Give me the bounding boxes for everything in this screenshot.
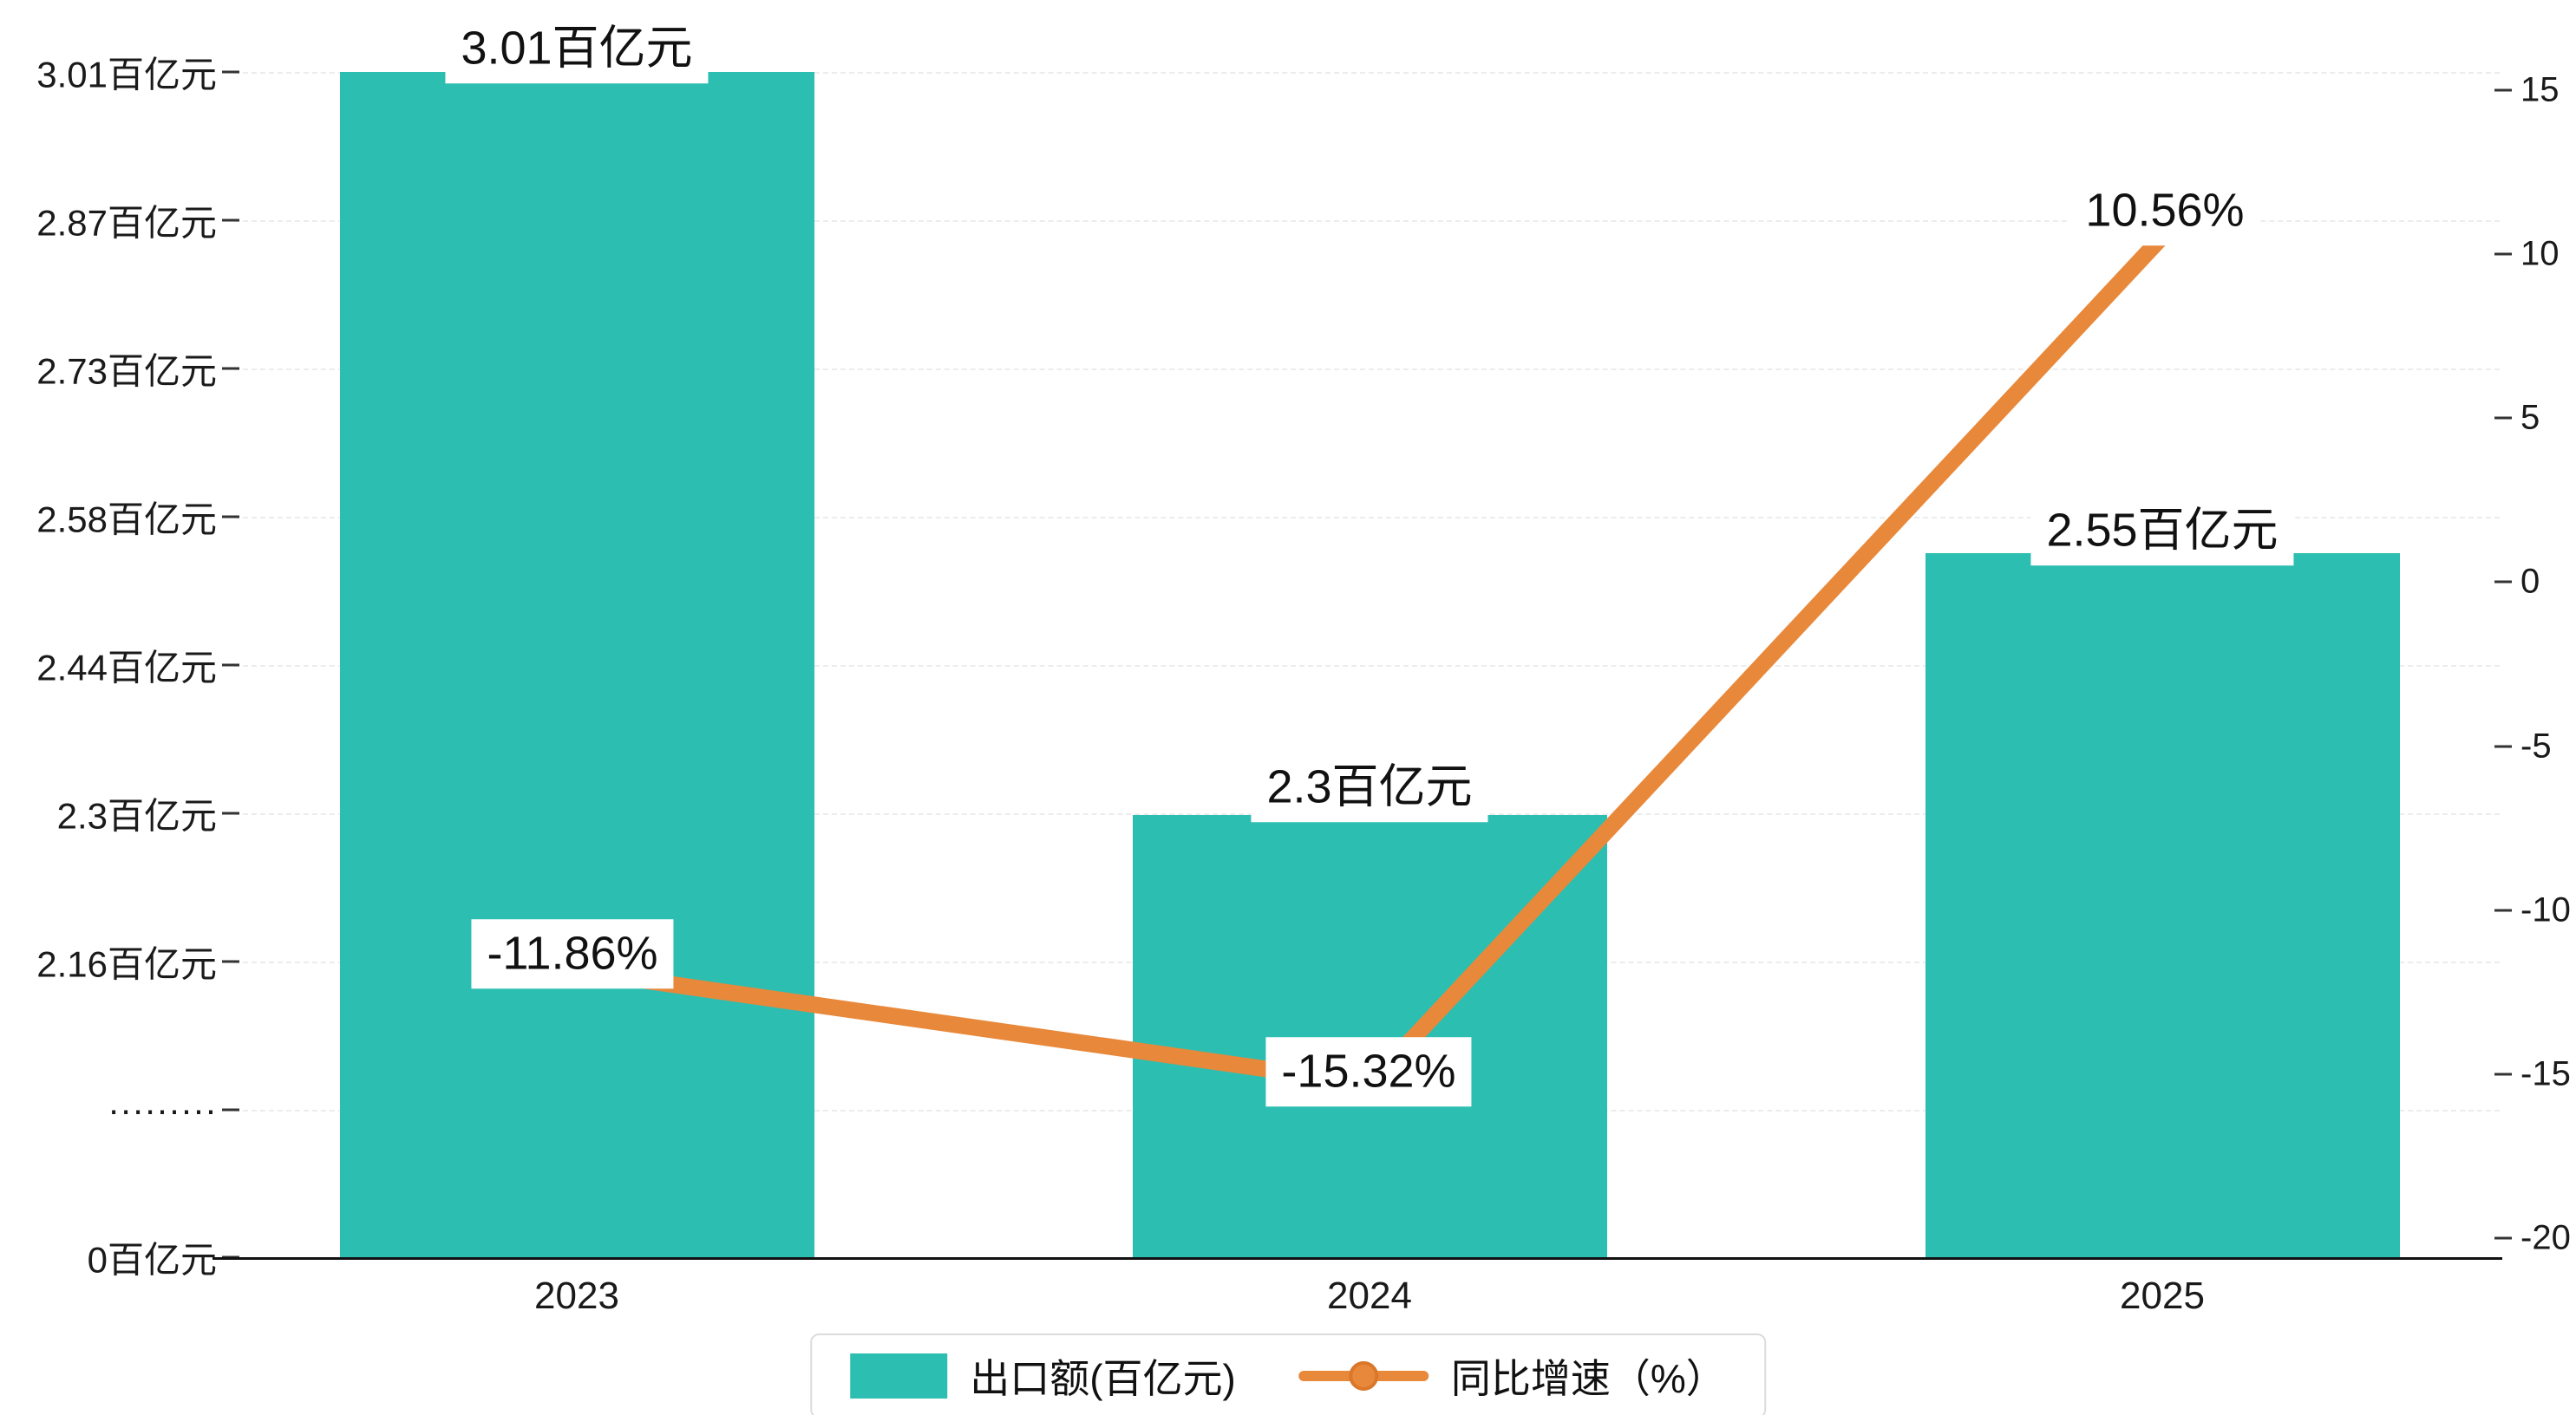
left-axis-tick-mark <box>222 515 239 518</box>
legend-item-growth: 同比增速（%） <box>1298 1347 1726 1405</box>
left-axis-tick-mark <box>222 367 239 370</box>
x-axis-label-2024: 2024 <box>1327 1275 1412 1317</box>
left-axis-tick-mark <box>222 812 239 815</box>
bar-value-label: 2.3百亿元 <box>1251 753 1488 822</box>
right-axis-tick-mark <box>2494 1073 2512 1076</box>
right-axis-tick-label: 15 <box>2520 70 2560 109</box>
legend: 出口额(百亿元) 同比增速（%） <box>810 1333 1766 1415</box>
left-axis-tick-label: 2.58百亿元 <box>36 499 217 540</box>
right-axis-tick-label: -10 <box>2520 890 2571 929</box>
right-axis-tick-label: -15 <box>2520 1054 2571 1093</box>
bar-value-label: 2.55百亿元 <box>2030 496 2294 565</box>
x-axis-label-2023: 2023 <box>534 1275 619 1317</box>
line-marker-icon <box>1348 1361 1378 1391</box>
left-axis-tick-mark <box>222 218 239 222</box>
right-axis-tick-mark <box>2494 1236 2512 1240</box>
right-axis-tick-label: 5 <box>2520 398 2540 437</box>
left-axis-axis-break-label: ········· <box>108 1089 217 1130</box>
x-axis-label-2025: 2025 <box>2120 1275 2205 1317</box>
left-axis-tick-mark <box>222 960 239 963</box>
legend-item-export: 出口额(百亿元) <box>850 1347 1236 1405</box>
line-value-label: -15.32% <box>1265 1037 1472 1106</box>
right-axis-tick-mark <box>2494 909 2512 912</box>
bar-value-label: 3.01百亿元 <box>445 14 709 83</box>
left-axis-tick-label: 3.01百亿元 <box>36 54 217 95</box>
line-value-label: -11.86% <box>471 919 674 988</box>
right-axis-tick-mark <box>2494 252 2512 256</box>
bar-2023 <box>340 72 814 1259</box>
right-axis-tick-label: 10 <box>2520 234 2560 273</box>
gridline <box>234 220 2500 222</box>
left-axis-tick-mark <box>222 663 239 667</box>
right-axis-tick-label: -20 <box>2520 1218 2571 1257</box>
right-axis-tick-label: -5 <box>2520 727 2552 766</box>
right-axis-tick-label: 0 <box>2520 562 2540 601</box>
gridline <box>234 72 2500 74</box>
bar-2025 <box>1925 553 2400 1259</box>
right-axis-tick-mark <box>2494 88 2512 92</box>
left-axis-tick-label: 2.44百亿元 <box>36 647 217 688</box>
legend-line-label: 同比增速（%） <box>1450 1356 1726 1401</box>
left-axis-tick-label: 0百亿元 <box>87 1239 217 1281</box>
right-axis-tick-mark <box>2494 416 2512 420</box>
legend-bar-label: 出口额(百亿元) <box>970 1356 1236 1401</box>
left-axis-tick-mark <box>222 1108 239 1112</box>
line-series-swatch-icon <box>1298 1353 1429 1399</box>
right-axis-tick-mark <box>2494 580 2512 584</box>
left-axis-tick-label: 2.73百亿元 <box>36 350 217 392</box>
x-axis-line <box>212 1257 2502 1260</box>
bar-series-swatch-icon <box>850 1353 948 1399</box>
left-axis-tick-label: 2.16百亿元 <box>36 943 217 985</box>
line-value-label: 10.56% <box>2069 176 2260 245</box>
left-axis-tick-label: 2.87百亿元 <box>36 202 217 244</box>
left-axis-tick-label: 2.3百亿元 <box>56 795 217 837</box>
left-axis-tick-mark <box>222 70 239 74</box>
right-axis-tick-mark <box>2494 745 2512 748</box>
